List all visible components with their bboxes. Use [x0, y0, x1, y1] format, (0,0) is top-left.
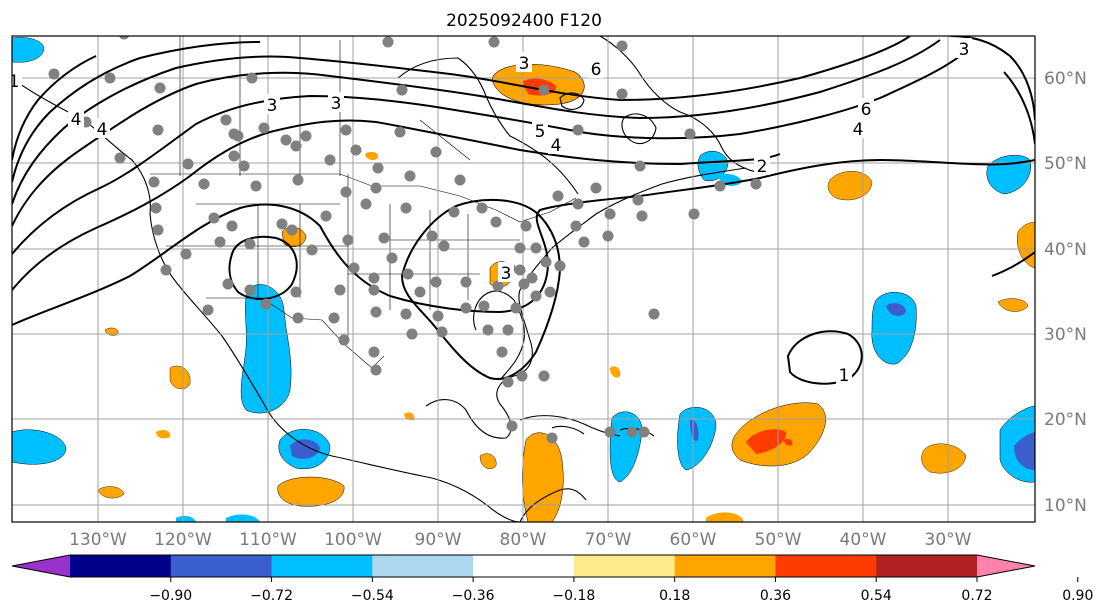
svg-text:40°N: 40°N [1044, 240, 1087, 260]
colorbar-segment [372, 555, 474, 577]
longitude-labels: 130°W 120°W 110°W 100°W 90°W 80°W 70°W 6… [69, 530, 972, 550]
colorbar: −0.90 −0.72 −0.54 −0.36 −0.18 0.18 0.36 0.54 0.7… [11, 554, 1093, 604]
contour-label: 4 [850, 118, 866, 140]
contour-label: 6 [588, 58, 604, 80]
contour-label: 4 [68, 108, 84, 130]
svg-text:70°W: 70°W [585, 530, 632, 550]
svg-text:90°W: 90°W [415, 530, 462, 550]
svg-text:4: 4 [97, 120, 108, 140]
svg-text:50°W: 50°W [755, 530, 802, 550]
svg-text:3: 3 [519, 54, 530, 74]
colorbar-extend-low [12, 555, 70, 577]
station-markers [12, 36, 762, 444]
svg-text:4: 4 [551, 136, 562, 156]
svg-text:3: 3 [501, 264, 512, 284]
colorbar-tick-label: −0.36 [452, 588, 495, 604]
map-frame [11, 35, 1036, 523]
svg-text:120°W: 120°W [154, 530, 212, 550]
contour-label: 4 [548, 134, 564, 156]
latitude-labels: 60°N 50°N 40°N 30°N 20°N 10°N [1044, 69, 1087, 516]
contour-label: 3 [328, 92, 344, 114]
svg-text:10°N: 10°N [1044, 496, 1087, 516]
colorbar-segment [271, 555, 373, 577]
svg-text:6: 6 [861, 100, 872, 120]
colorbar-segment [775, 555, 877, 577]
colorbar-extend-high [977, 555, 1035, 577]
colorbar-segment [573, 555, 676, 577]
svg-text:3: 3 [959, 40, 970, 60]
contour-label: 6 [858, 98, 874, 120]
svg-text:110°W: 110°W [239, 530, 297, 550]
figure-title: 2025092400 F120 [446, 11, 602, 31]
colorbar-outline [11, 554, 1036, 578]
colorbar-tick-label: 0.36 [760, 588, 791, 604]
contour-label: 3 [516, 52, 532, 74]
svg-text:60°N: 60°N [1044, 69, 1087, 89]
contour-label: 3 [498, 262, 514, 284]
colorbar-tick-label: 0.90 [1062, 588, 1093, 604]
contour-label: 1 [9, 70, 22, 92]
colorbar-tick-label: 0.72 [961, 588, 992, 604]
contour-label: 2 [754, 155, 770, 177]
colorbar-segment [473, 555, 575, 577]
svg-text:3: 3 [267, 96, 278, 116]
contour-label: 3 [956, 38, 972, 60]
colorbar-segment [70, 555, 172, 577]
svg-text:130°W: 130°W [69, 530, 127, 550]
svg-text:50°N: 50°N [1044, 154, 1087, 174]
svg-text:20°N: 20°N [1044, 410, 1087, 430]
colorbar-segment [674, 555, 776, 577]
svg-text:60°W: 60°W [670, 530, 717, 550]
svg-text:30°N: 30°N [1044, 325, 1087, 345]
contour-label: 4 [94, 118, 110, 140]
svg-text:6: 6 [591, 60, 602, 80]
svg-text:5: 5 [535, 122, 546, 142]
colorbar-tick-label: −0.72 [250, 588, 293, 604]
colorbar-tick-label: 0.18 [659, 588, 690, 604]
colorbar-segment [170, 555, 273, 577]
svg-text:30°W: 30°W [925, 530, 972, 550]
svg-text:2: 2 [757, 157, 768, 177]
contour-label: 5 [532, 120, 548, 142]
svg-text:100°W: 100°W [324, 530, 382, 550]
colorbar-tick-label: 0.54 [861, 588, 892, 604]
svg-text:1: 1 [839, 366, 850, 386]
colorbar-segment [876, 555, 978, 577]
contour-label: 1 [836, 364, 852, 386]
anomaly-shading [12, 37, 1035, 522]
map-panel: 3 2 1 4 6 4 5 6 3 3 1 3 4 4 3 [9, 36, 1035, 522]
svg-text:3: 3 [331, 94, 342, 114]
colorbar-tick-label: −0.90 [149, 588, 192, 604]
colorbar-tick-label: −0.54 [351, 588, 394, 604]
svg-text:4: 4 [71, 110, 82, 130]
contour-labels: 3 2 1 4 6 4 5 6 3 3 1 3 4 4 3 [9, 38, 972, 386]
svg-text:40°W: 40°W [840, 530, 887, 550]
svg-text:1: 1 [9, 72, 20, 92]
svg-text:4: 4 [853, 120, 864, 140]
svg-text:80°W: 80°W [500, 530, 547, 550]
contour-label: 3 [264, 94, 280, 116]
colorbar-tick-label: −0.18 [552, 588, 595, 604]
